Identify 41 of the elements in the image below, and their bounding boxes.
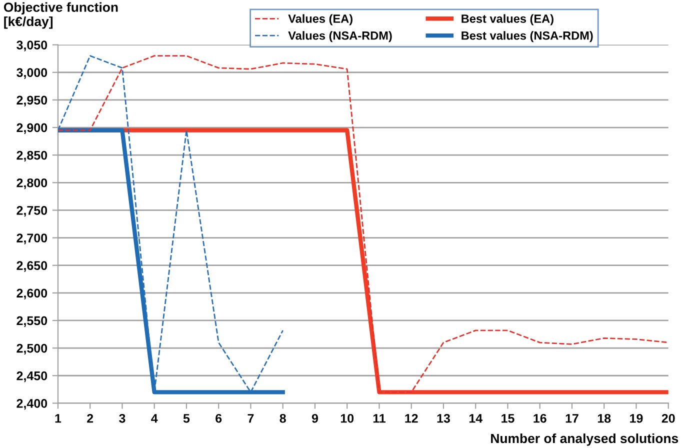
legend-label: Best values (NSA-RDM) <box>462 31 593 42</box>
x-tick-label: 11 <box>373 414 386 423</box>
x-tick-label: 12 <box>405 414 418 423</box>
y-tick-label: 2,500 <box>16 344 48 355</box>
x-axis-title: Number of analysed solutions <box>491 433 678 446</box>
y-tick-label: 2,550 <box>16 316 48 327</box>
y-tick-label: 2,750 <box>16 206 48 217</box>
x-tick-label: 3 <box>119 414 126 423</box>
y-tick-label: 2,900 <box>16 123 48 134</box>
x-tick-label: 10 <box>340 414 354 423</box>
x-tick-label: 9 <box>312 414 318 423</box>
y-tick-label: 2,650 <box>16 261 48 272</box>
y-axis-title: Objective function [k€/day] <box>4 2 118 29</box>
legend-label: Best values (EA) <box>462 14 554 26</box>
x-tick-label: 6 <box>216 414 222 423</box>
x-tick-label: 16 <box>534 414 546 423</box>
y-tick-label: 2,400 <box>16 399 48 410</box>
line-series <box>58 55 284 393</box>
y-tick-label: 2,850 <box>16 150 48 162</box>
y-tick-label: 2,950 <box>16 96 48 106</box>
x-tick-label: 4 <box>151 414 158 423</box>
legend-label: Values (EA) <box>288 14 352 26</box>
legend-label: Values (NSA-RDM) <box>288 31 392 42</box>
x-tick-label: 17 <box>566 414 578 423</box>
x-tick-label: 18 <box>598 414 611 423</box>
y-tick-label: 2,800 <box>16 178 48 190</box>
x-tick-label: 1 <box>55 414 62 423</box>
x-tick-label: 15 <box>502 414 514 423</box>
y-tick-label: 2,700 <box>16 234 48 244</box>
x-tick-label: 2 <box>87 414 94 423</box>
x-tick-label: 5 <box>183 414 190 423</box>
y-tick-label: 2,450 <box>16 371 48 382</box>
x-tick-label: 19 <box>630 414 643 423</box>
y-tick-label: 3,050 <box>16 40 48 52</box>
x-tick-label: 7 <box>248 414 254 423</box>
x-tick-label: 20 <box>662 414 675 423</box>
y-tick-label: 2,600 <box>16 288 48 300</box>
y-tick-label: 3,000 <box>16 68 48 79</box>
x-tick-label: 8 <box>280 414 286 423</box>
x-tick-label: 13 <box>437 414 450 423</box>
x-tick-label: 14 <box>469 414 482 423</box>
